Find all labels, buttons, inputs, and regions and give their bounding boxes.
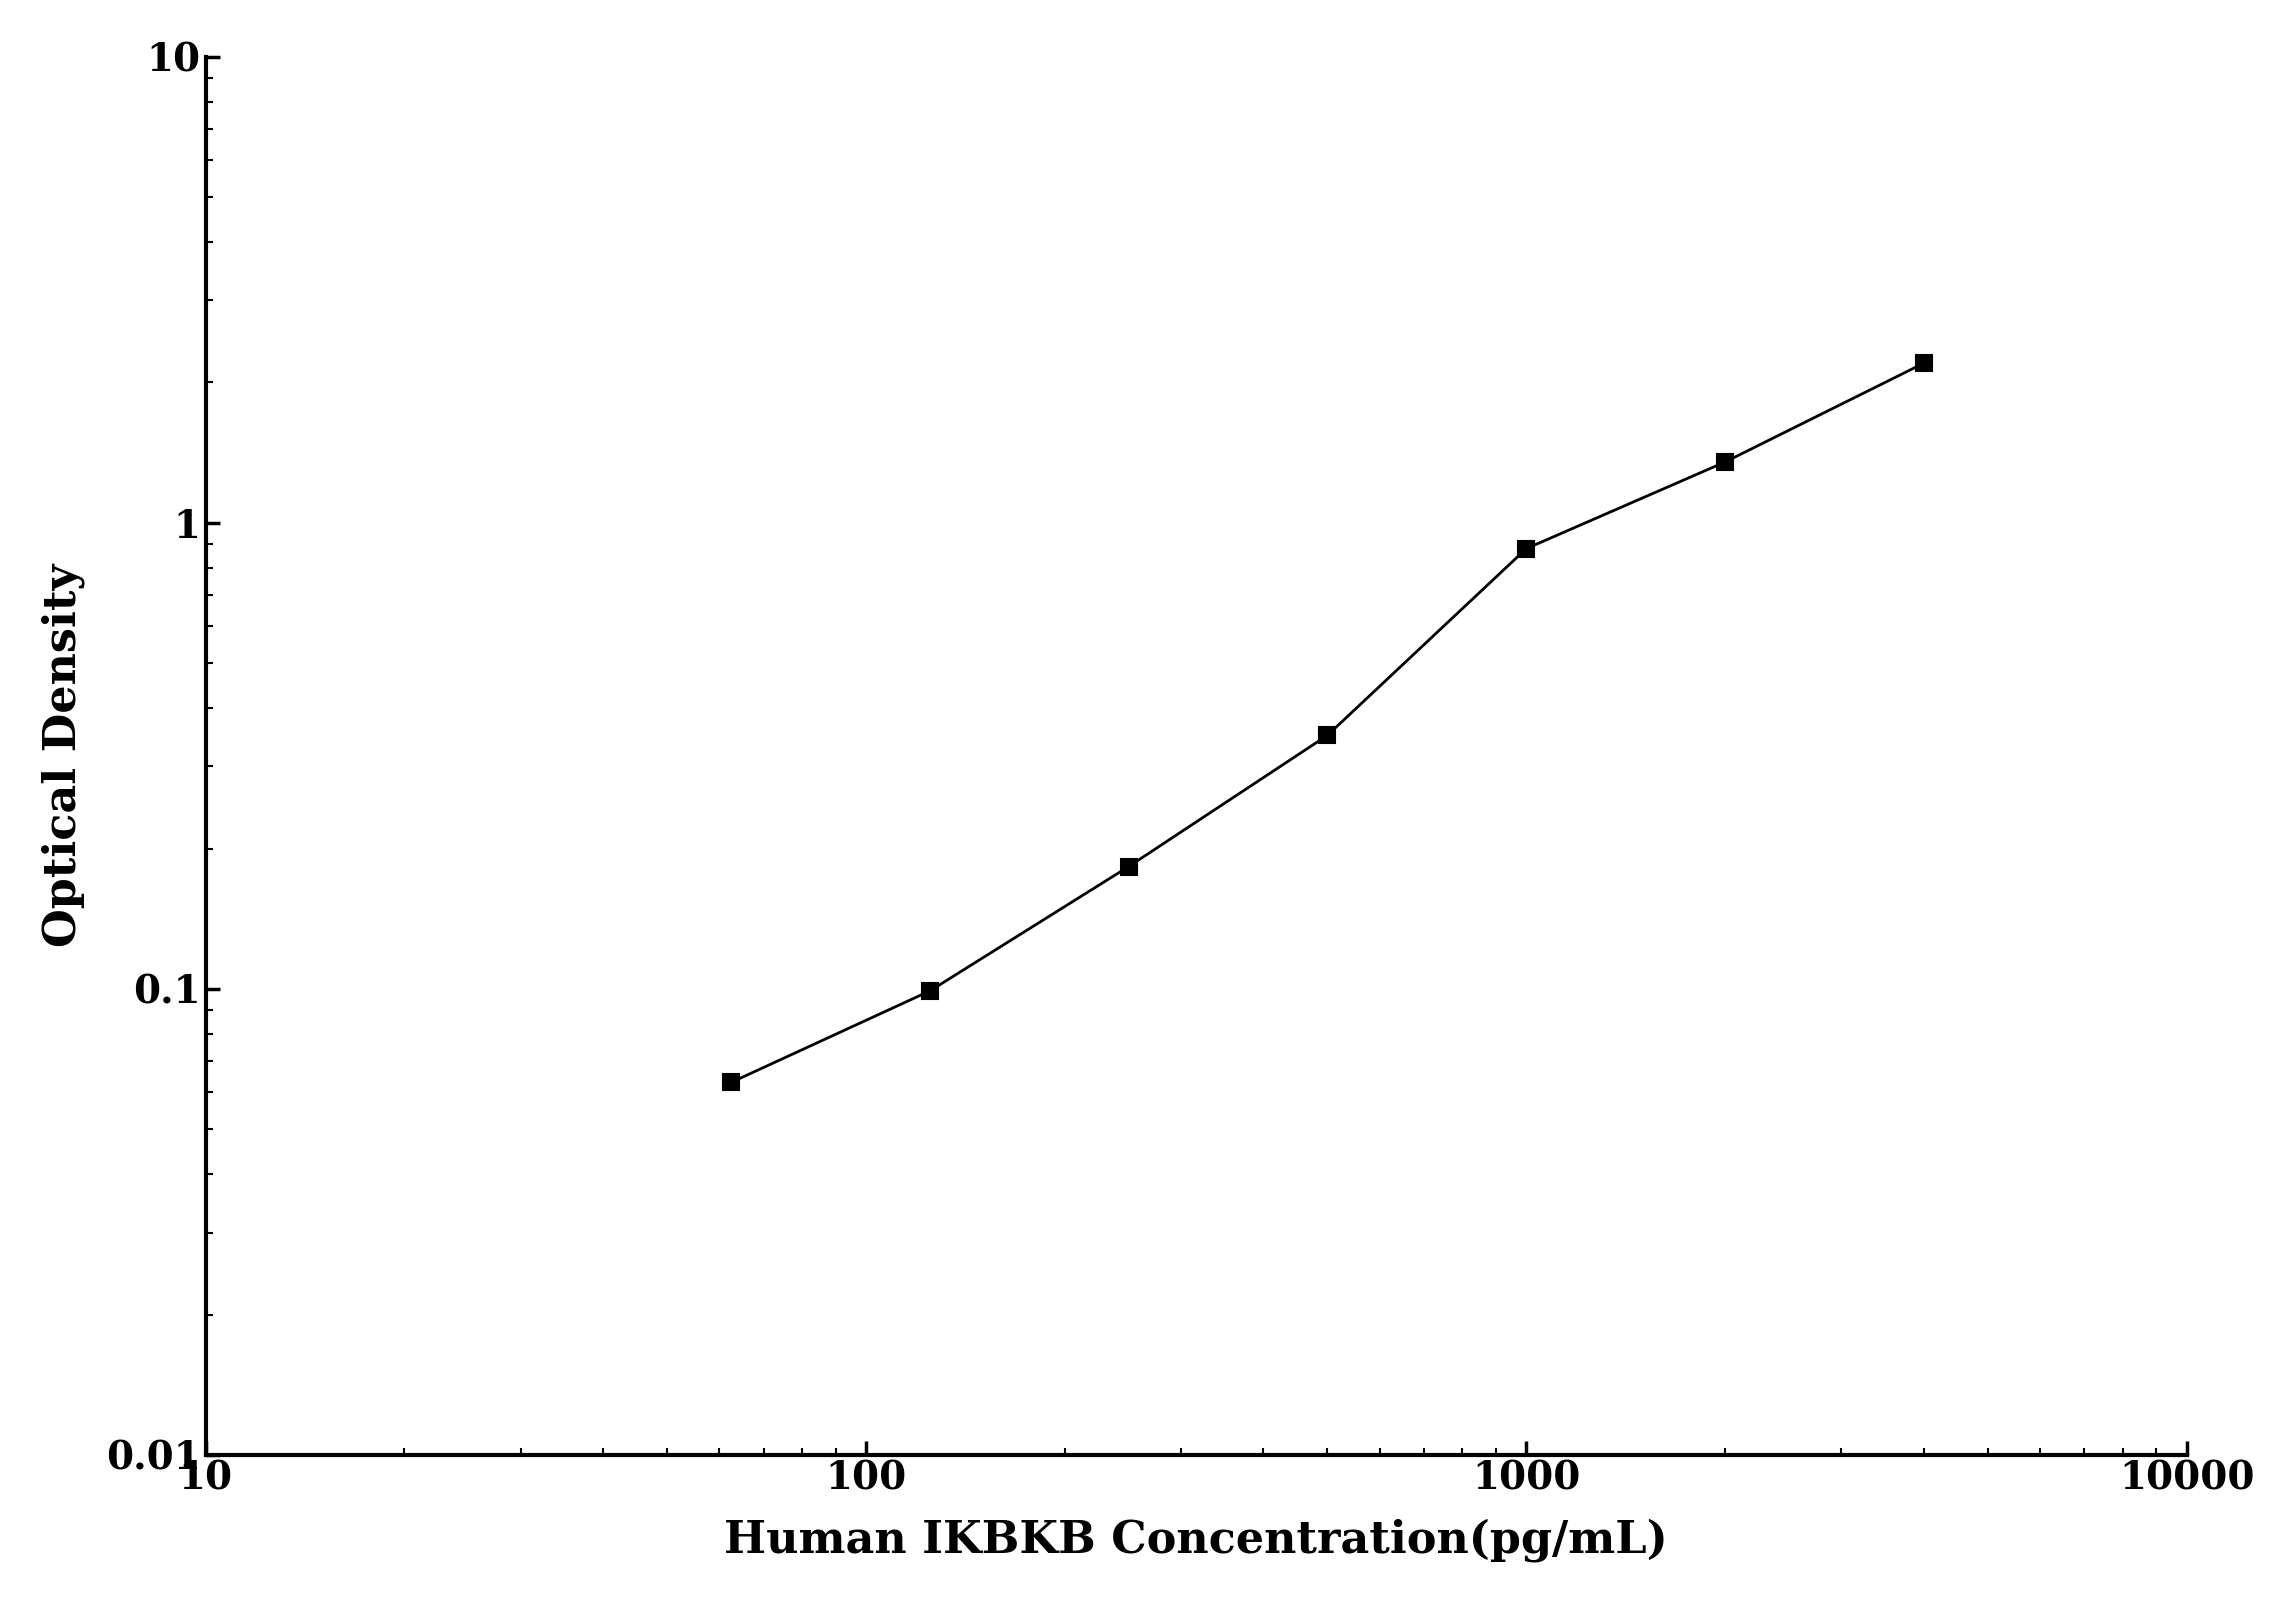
Y-axis label: Optical Density: Optical Density [41,565,85,948]
X-axis label: Human IKBKB Concentration(pg/mL): Human IKBKB Concentration(pg/mL) [723,1519,1667,1562]
